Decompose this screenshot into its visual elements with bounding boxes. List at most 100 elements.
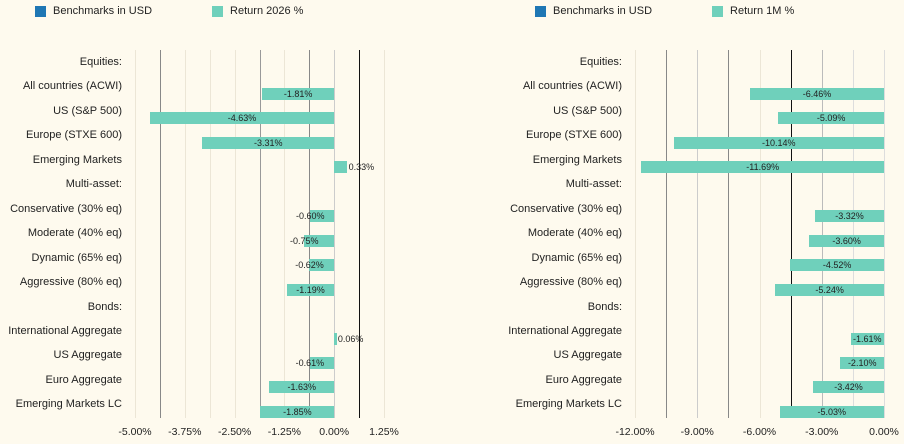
category-label: Europe (STXE 600): [526, 129, 622, 142]
bar: [304, 234, 335, 247]
gridline: [235, 50, 236, 418]
category-label: Aggressive (80% eq): [19, 276, 122, 289]
gridline: [160, 50, 161, 418]
gridline: [309, 50, 310, 418]
value-label: -11.69%: [746, 162, 780, 173]
bar: [673, 136, 884, 149]
bar: [779, 405, 884, 418]
category-label: Bonds:: [87, 300, 122, 313]
bar: [775, 283, 884, 296]
category-label: Euro Aggregate: [545, 373, 622, 386]
category-label: All countries (ACWI): [522, 80, 622, 93]
bar: [309, 259, 335, 272]
x-tick-label: -2.50%: [217, 426, 252, 438]
category-label: Emerging Markets LC: [515, 398, 622, 411]
legend-label: Benchmarks in USD: [53, 5, 153, 17]
value-label: -0.75%: [290, 235, 319, 246]
bar: [778, 112, 884, 125]
value-label: -5.09%: [816, 113, 846, 124]
category-label: Equities:: [79, 56, 122, 68]
category-label: All countries (ACWI): [22, 80, 122, 93]
category-label: Emerging Markets: [532, 153, 622, 166]
value-label: -6.46%: [802, 89, 832, 99]
gridline: [822, 50, 823, 418]
value-label: 0.33%: [348, 162, 375, 173]
bar: [286, 283, 335, 296]
x-tick-label: -6.00%: [742, 426, 777, 438]
gridline: [697, 50, 698, 418]
bar: [260, 405, 335, 418]
gridline: [135, 50, 136, 418]
value-label: -4.52%: [822, 260, 852, 271]
gridline: [384, 50, 385, 418]
bar: [850, 332, 884, 345]
gridline: [791, 50, 792, 418]
bar: [334, 161, 348, 174]
category-label: Multi-asset:: [65, 178, 122, 191]
value-label: -3.60%: [832, 235, 861, 246]
bar: [334, 332, 337, 345]
bar: [815, 210, 884, 223]
gridline: [853, 50, 854, 418]
gridline: [334, 50, 335, 418]
legend-item[interactable]: Return 2026 %: [212, 5, 303, 17]
category-label: Europe (STXE 600): [26, 129, 122, 142]
value-label: -2.10%: [847, 357, 877, 368]
gridline: [760, 50, 761, 418]
value-label: -3.32%: [835, 211, 864, 222]
legend-label: Return 2026 %: [230, 5, 304, 17]
value-label: -0.62%: [295, 260, 324, 271]
bar: [790, 259, 884, 272]
bar: [309, 356, 335, 369]
x-tick-label: -9.00%: [680, 426, 714, 438]
bar: [809, 234, 884, 247]
legend-label: Return 1M %: [730, 5, 795, 17]
x-tick-label: 1.25%: [369, 426, 399, 438]
value-label: -4.63%: [227, 113, 257, 124]
legend-item[interactable]: Benchmarks in USD: [535, 5, 652, 17]
gridline: [260, 50, 261, 418]
value-label: 0.06%: [337, 333, 364, 344]
value-label: -10.14%: [762, 137, 796, 148]
bar: [269, 381, 335, 394]
category-label: Euro Aggregate: [45, 373, 122, 386]
legend-swatch: [35, 5, 46, 17]
value-label: -3.42%: [834, 382, 863, 393]
gridline: [284, 50, 285, 418]
category-label: US Aggregate: [53, 349, 123, 362]
category-label: US (S&P 500): [553, 104, 622, 117]
category-label: US Aggregate: [553, 349, 623, 362]
value-label: -1.81%: [283, 89, 313, 99]
value-label: -1.61%: [853, 333, 882, 344]
category-label: Emerging Markets: [32, 153, 122, 166]
bar: [262, 88, 335, 100]
legend: Benchmarks in USD Return 2026 %: [35, 5, 363, 17]
category-label: Dynamic (65% eq): [31, 251, 122, 264]
x-tick-label: -3.00%: [805, 426, 839, 438]
category-label: Bonds:: [587, 300, 622, 313]
legend-item[interactable]: Return 1M %: [712, 5, 794, 17]
legend-swatch: [712, 5, 724, 17]
category-label: Conservative (30% eq): [510, 202, 622, 215]
gridline: [185, 50, 186, 418]
value-label: -0.60%: [296, 211, 325, 222]
gridline: [210, 50, 211, 418]
x-tick-label: -5.00%: [118, 426, 152, 438]
category-label: Moderate (40% eq): [527, 227, 622, 240]
value-label: -3.31%: [253, 137, 283, 148]
legend-swatch: [212, 5, 224, 17]
bar: [641, 161, 884, 174]
category-label: Equities:: [579, 56, 622, 68]
bar: [202, 136, 335, 149]
value-label: -5.24%: [815, 284, 844, 295]
value-label: -5.03%: [817, 406, 847, 417]
x-tick-label: 0.00%: [319, 426, 350, 438]
category-label: International Aggregate: [508, 324, 622, 337]
legend: Benchmarks in USD Return 1M %: [535, 5, 854, 17]
category-label: US (S&P 500): [53, 104, 122, 117]
category-label: Conservative (30% eq): [10, 202, 122, 215]
x-tick-label: -12.00%: [615, 426, 655, 438]
category-label: Emerging Markets LC: [15, 398, 122, 411]
value-label: -1.85%: [283, 406, 312, 417]
legend-item[interactable]: Benchmarks in USD: [35, 5, 152, 17]
